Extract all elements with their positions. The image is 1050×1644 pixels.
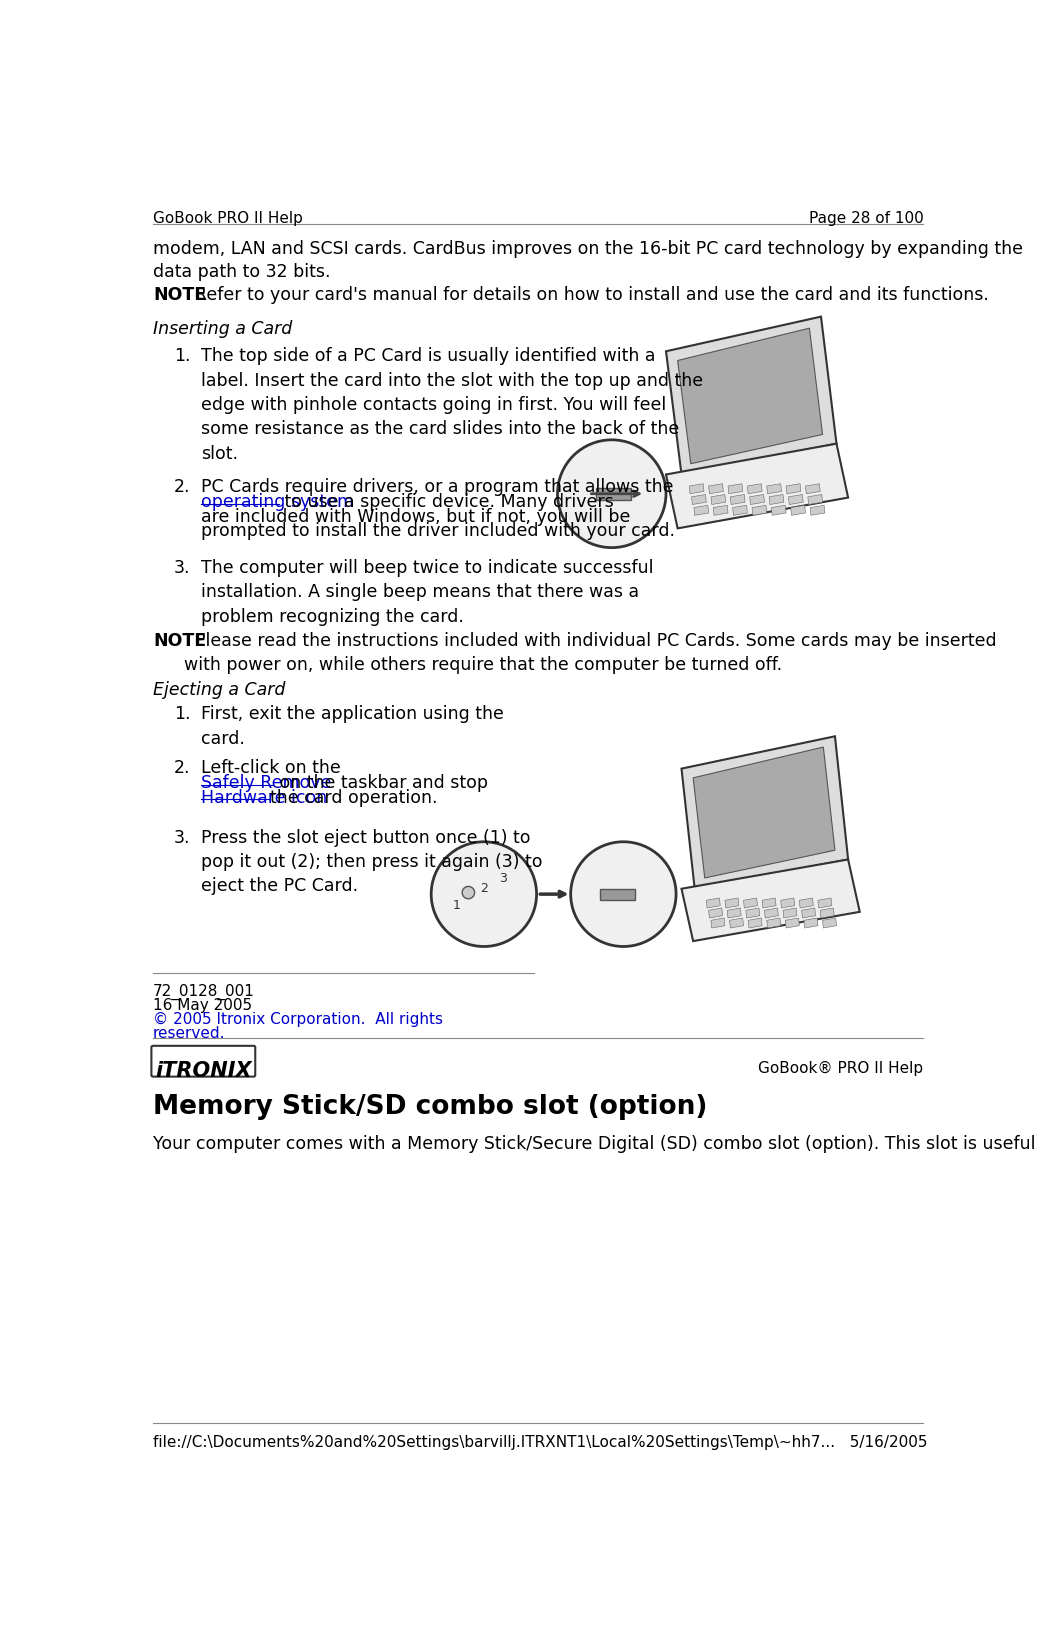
Text: on the taskbar and stop: on the taskbar and stop bbox=[274, 774, 488, 792]
Polygon shape bbox=[666, 444, 848, 528]
Polygon shape bbox=[728, 483, 742, 493]
Text: The computer will beep twice to indicate successful
installation. A single beep : The computer will beep twice to indicate… bbox=[201, 559, 653, 626]
Circle shape bbox=[462, 886, 475, 899]
Text: prompted to install the driver included with your card.: prompted to install the driver included … bbox=[201, 523, 675, 541]
Circle shape bbox=[571, 842, 676, 947]
Text: NOTE: NOTE bbox=[153, 286, 206, 304]
Text: Memory Stick/SD combo slot (option): Memory Stick/SD combo slot (option) bbox=[153, 1095, 708, 1120]
Polygon shape bbox=[781, 898, 795, 907]
Text: operating system: operating system bbox=[201, 493, 354, 511]
Polygon shape bbox=[785, 917, 799, 927]
Text: 3.: 3. bbox=[174, 829, 190, 847]
Text: Safely Remove: Safely Remove bbox=[201, 774, 332, 792]
Text: Please read the instructions included with individual PC Cards. Some cards may b: Please read the instructions included wi… bbox=[184, 633, 996, 674]
Polygon shape bbox=[733, 505, 748, 515]
Text: First, exit the application using the
card.: First, exit the application using the ca… bbox=[201, 705, 504, 748]
Text: to use a specific device. Many drivers: to use a specific device. Many drivers bbox=[279, 493, 614, 511]
Polygon shape bbox=[818, 898, 832, 907]
Polygon shape bbox=[791, 505, 805, 515]
Polygon shape bbox=[811, 505, 825, 515]
Polygon shape bbox=[692, 495, 707, 505]
Text: Refer to your card's manual for details on how to install and use the card and i: Refer to your card's manual for details … bbox=[184, 286, 989, 304]
Text: NOTE: NOTE bbox=[153, 633, 206, 651]
Text: Inserting a Card: Inserting a Card bbox=[153, 321, 292, 339]
Polygon shape bbox=[709, 907, 722, 917]
Polygon shape bbox=[799, 898, 814, 907]
Polygon shape bbox=[601, 889, 635, 901]
Text: 1.: 1. bbox=[174, 347, 190, 365]
Polygon shape bbox=[762, 898, 776, 907]
Polygon shape bbox=[766, 483, 781, 493]
Text: 2.: 2. bbox=[174, 478, 190, 496]
FancyBboxPatch shape bbox=[151, 1046, 255, 1077]
Text: 2.: 2. bbox=[174, 760, 190, 778]
Polygon shape bbox=[750, 495, 764, 505]
Polygon shape bbox=[693, 746, 835, 878]
Circle shape bbox=[432, 842, 537, 947]
Circle shape bbox=[558, 441, 666, 547]
Polygon shape bbox=[707, 898, 720, 907]
Text: modem, LAN and SCSI cards. CardBus improves on the 16-bit PC card technology by : modem, LAN and SCSI cards. CardBus impro… bbox=[153, 240, 1023, 281]
Polygon shape bbox=[596, 488, 631, 500]
Text: 3: 3 bbox=[500, 873, 507, 884]
Polygon shape bbox=[804, 917, 818, 927]
Text: 1: 1 bbox=[453, 899, 461, 912]
Polygon shape bbox=[694, 505, 709, 515]
Polygon shape bbox=[783, 907, 797, 917]
Text: 72_0128_001: 72_0128_001 bbox=[153, 985, 255, 1001]
Polygon shape bbox=[822, 917, 837, 927]
Polygon shape bbox=[772, 505, 786, 515]
Polygon shape bbox=[677, 329, 822, 464]
Polygon shape bbox=[801, 907, 816, 917]
Text: GoBook® PRO II Help: GoBook® PRO II Help bbox=[758, 1062, 923, 1077]
Polygon shape bbox=[713, 505, 728, 515]
Text: 2: 2 bbox=[480, 883, 488, 896]
Text: © 2005 Itronix Corporation.  All rights: © 2005 Itronix Corporation. All rights bbox=[153, 1013, 443, 1028]
Polygon shape bbox=[769, 495, 783, 505]
Text: GoBook PRO II Help: GoBook PRO II Help bbox=[153, 210, 302, 227]
Polygon shape bbox=[728, 907, 741, 917]
Polygon shape bbox=[786, 483, 801, 493]
Text: 1.: 1. bbox=[174, 705, 190, 723]
Polygon shape bbox=[807, 495, 822, 505]
Text: The top side of a PC Card is usually identified with a
label. Insert the card in: The top side of a PC Card is usually ide… bbox=[201, 347, 704, 462]
Text: file://C:\Documents%20and%20Settings\barvillj.ITRXNT1\Local%20Settings\Temp\~hh7: file://C:\Documents%20and%20Settings\bar… bbox=[153, 1435, 927, 1450]
Polygon shape bbox=[766, 917, 781, 927]
Polygon shape bbox=[749, 917, 762, 927]
Polygon shape bbox=[689, 483, 704, 493]
Polygon shape bbox=[748, 483, 762, 493]
Polygon shape bbox=[731, 495, 746, 505]
Polygon shape bbox=[711, 495, 726, 505]
Polygon shape bbox=[681, 737, 848, 889]
Polygon shape bbox=[743, 898, 757, 907]
Text: reserved.: reserved. bbox=[153, 1026, 226, 1041]
Polygon shape bbox=[820, 907, 834, 917]
Text: Press the slot eject button once (1) to
pop it out (2); then press it again (3) : Press the slot eject button once (1) to … bbox=[201, 829, 543, 896]
Text: are included with Windows, but if not, you will be: are included with Windows, but if not, y… bbox=[201, 508, 630, 526]
Polygon shape bbox=[746, 907, 760, 917]
Text: 16 May 2005: 16 May 2005 bbox=[153, 998, 252, 1013]
Text: Hardware icon: Hardware icon bbox=[201, 789, 328, 807]
Text: the card operation.: the card operation. bbox=[270, 789, 438, 807]
Text: PC Cards require drivers, or a program that allows the: PC Cards require drivers, or a program t… bbox=[201, 478, 673, 496]
Polygon shape bbox=[752, 505, 766, 515]
Polygon shape bbox=[709, 483, 723, 493]
Polygon shape bbox=[764, 907, 778, 917]
Polygon shape bbox=[730, 917, 743, 927]
Polygon shape bbox=[681, 860, 860, 940]
Polygon shape bbox=[789, 495, 803, 505]
Text: Your computer comes with a Memory Stick/Secure Digital (SD) combo slot (option).: Your computer comes with a Memory Stick/… bbox=[153, 1134, 1035, 1152]
Text: iTRONIX: iTRONIX bbox=[155, 1062, 252, 1082]
Text: Page 28 of 100: Page 28 of 100 bbox=[808, 210, 923, 227]
Text: 3.: 3. bbox=[174, 559, 190, 577]
Polygon shape bbox=[711, 917, 724, 927]
Text: Ejecting a Card: Ejecting a Card bbox=[153, 681, 286, 699]
Polygon shape bbox=[666, 317, 837, 475]
Text: Left-click on the: Left-click on the bbox=[201, 760, 346, 778]
Polygon shape bbox=[805, 483, 820, 493]
Polygon shape bbox=[724, 898, 739, 907]
